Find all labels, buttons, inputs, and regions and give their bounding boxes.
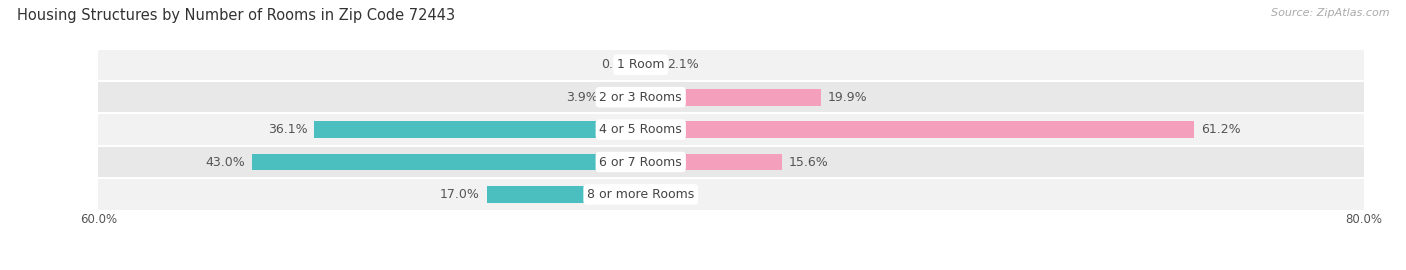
Text: 19.9%: 19.9%	[828, 91, 868, 104]
Bar	[252, 154, 641, 170]
Text: 15.6%: 15.6%	[789, 156, 828, 168]
Text: Housing Structures by Number of Rooms in Zip Code 72443: Housing Structures by Number of Rooms in…	[17, 8, 456, 23]
Text: 36.1%: 36.1%	[267, 123, 307, 136]
FancyBboxPatch shape	[98, 146, 1364, 178]
Text: 61.2%: 61.2%	[1201, 123, 1240, 136]
FancyBboxPatch shape	[98, 49, 1364, 81]
FancyBboxPatch shape	[98, 113, 1364, 146]
Bar	[641, 186, 651, 203]
Text: 3.9%: 3.9%	[567, 91, 598, 104]
Text: 1.2%: 1.2%	[659, 188, 690, 201]
FancyBboxPatch shape	[98, 178, 1364, 211]
Text: 17.0%: 17.0%	[440, 188, 479, 201]
Bar	[641, 154, 782, 170]
Bar	[641, 121, 1194, 138]
Text: 6 or 7 Rooms: 6 or 7 Rooms	[599, 156, 682, 168]
Text: 2 or 3 Rooms: 2 or 3 Rooms	[599, 91, 682, 104]
Bar	[486, 186, 641, 203]
Text: 8 or more Rooms: 8 or more Rooms	[588, 188, 695, 201]
Bar	[641, 56, 659, 73]
Bar	[606, 89, 641, 106]
Bar	[641, 89, 821, 106]
Bar	[315, 121, 641, 138]
Text: 0.0%: 0.0%	[602, 58, 634, 71]
Text: 4 or 5 Rooms: 4 or 5 Rooms	[599, 123, 682, 136]
Text: 1 Room: 1 Room	[617, 58, 665, 71]
FancyBboxPatch shape	[98, 81, 1364, 113]
Text: 43.0%: 43.0%	[205, 156, 245, 168]
Text: Source: ZipAtlas.com: Source: ZipAtlas.com	[1271, 8, 1389, 18]
Text: 2.1%: 2.1%	[666, 58, 699, 71]
